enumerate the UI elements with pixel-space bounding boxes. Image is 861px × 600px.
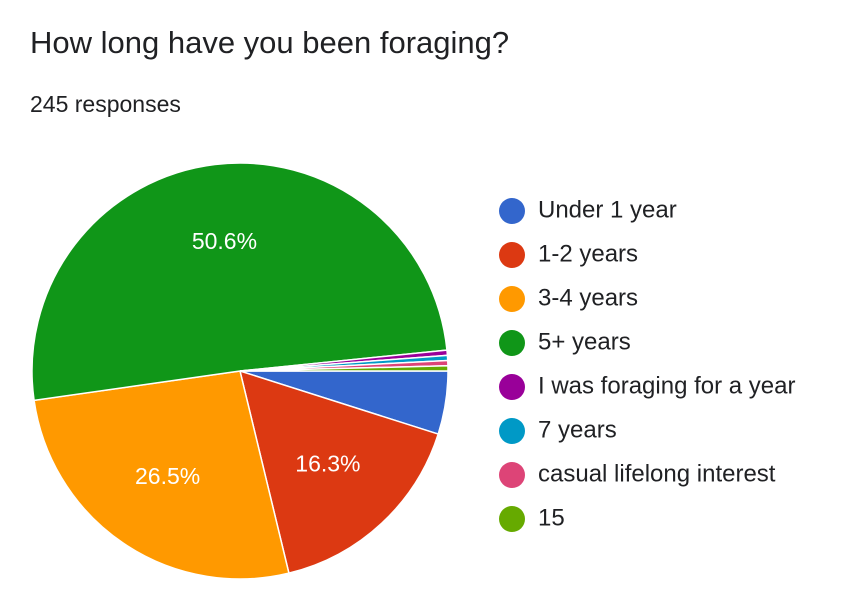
chart-title: How long have you been foraging? <box>30 25 509 60</box>
data-label: 26.5% <box>135 463 200 489</box>
legend-marker <box>499 374 525 400</box>
legend-label: 5+ years <box>538 328 631 355</box>
legend-marker <box>499 418 525 444</box>
legend-label: 15 <box>538 504 565 531</box>
data-label: 50.6% <box>192 228 257 254</box>
pie-slice <box>238 369 440 575</box>
legend-marker <box>499 462 525 488</box>
legend-label: 7 years <box>538 416 617 443</box>
legend-marker <box>499 286 525 312</box>
legend-label: casual lifelong interest <box>538 460 776 487</box>
legend-label: Under 1 year <box>538 196 677 223</box>
legend-marker <box>499 330 525 356</box>
legend-marker <box>499 242 525 268</box>
legend-label: I was foraging for a year <box>538 372 795 399</box>
legend-marker <box>499 198 525 224</box>
pie-slice <box>33 370 290 580</box>
legend-label: 3-4 years <box>538 284 638 311</box>
legend-marker <box>499 506 525 532</box>
chart-subtitle: 245 responses <box>30 91 181 117</box>
pie-slice <box>31 162 448 402</box>
data-label: 16.3% <box>295 450 360 476</box>
pie-slice <box>239 364 449 372</box>
legend-label: 1-2 years <box>538 240 638 267</box>
